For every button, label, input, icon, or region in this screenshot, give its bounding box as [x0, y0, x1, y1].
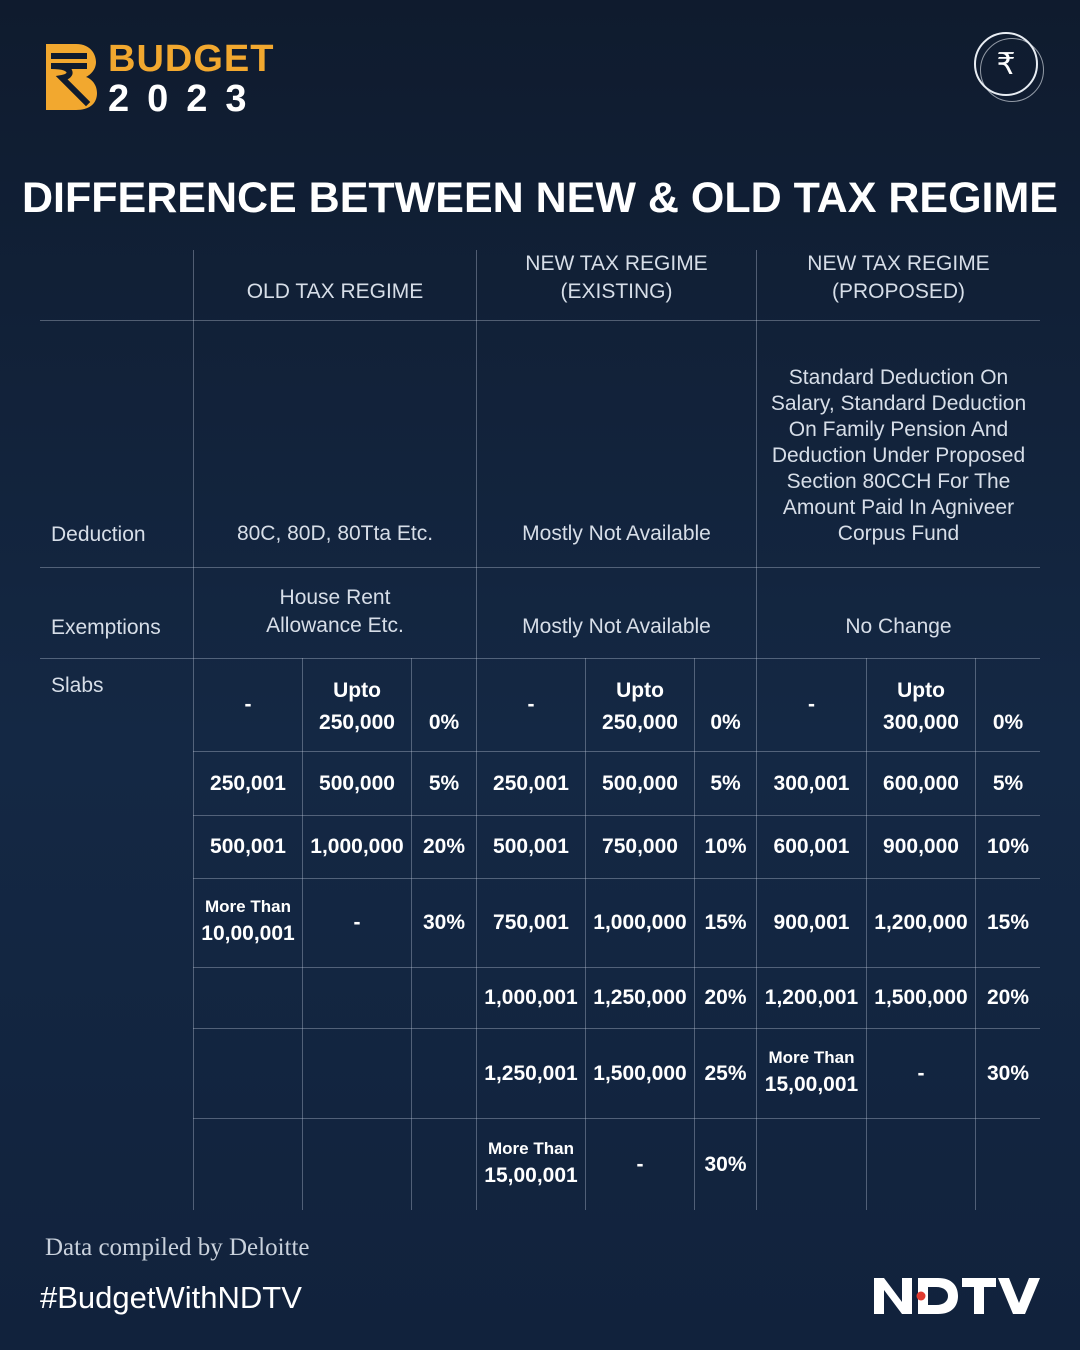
row-label-exemptions: Exemptions: [51, 616, 161, 639]
slab-old-rate: [412, 1029, 476, 1118]
slab-new-proposed-from: 900,001: [773, 911, 850, 934]
page-title: DIFFERENCE BETWEEN NEW & OLD TAX REGIME: [22, 174, 1058, 222]
slab-new-existing-rate: 10%: [704, 835, 747, 858]
slab-new-proposed-to: -: [917, 1061, 925, 1085]
slab-old-from: More Than 10,00,001: [194, 879, 302, 967]
column-header-old: OLD TAX REGIME: [246, 280, 424, 303]
slab-old-rate: 20%: [422, 835, 466, 858]
slab-new-proposed-rate: 5%: [992, 771, 1024, 795]
exemptions-old: House Rent Allowance Etc.: [266, 586, 404, 637]
slab-new-proposed-to: 1,200,000: [874, 911, 968, 934]
slab-old-from: 250,001: [210, 771, 286, 795]
slab-new-proposed-from: 1,200,001: [764, 986, 859, 1009]
slab-old-to: [303, 1029, 411, 1118]
slab-new-existing-from: More Than 15,00,001: [477, 1119, 585, 1210]
slab-new-existing-from: 250,001: [493, 771, 569, 795]
slab-old-rate: [412, 968, 476, 1028]
slab-new-existing-to: 1,500,000: [593, 1061, 687, 1085]
slab-new-proposed-to: 900,000: [883, 835, 959, 858]
slab-new-existing-from: 750,001: [493, 911, 569, 934]
slab-old-from: [194, 968, 302, 1028]
exemptions-new-proposed: No Change: [845, 615, 952, 638]
slab-new-proposed-rate: 20%: [986, 986, 1030, 1009]
deduction-new-proposed: Standard Deduction On Salary, Standard D…: [770, 366, 1027, 545]
budget-2023-logo: BUDGET 2023: [42, 38, 275, 118]
slab-new-existing-rate: 30%: [704, 1152, 747, 1176]
slab-new-proposed-from: 300,001: [773, 771, 850, 795]
logo-word: BUDGET: [108, 38, 275, 80]
slab-old-to: [303, 968, 411, 1028]
slab-old-rate: 0%: [428, 711, 460, 734]
slab-old-rate: [412, 1119, 476, 1210]
slab-new-existing-from: -: [527, 693, 535, 716]
more-than-label: More Than: [768, 1047, 855, 1067]
slab-new-proposed-from: [757, 1119, 866, 1210]
slab-old-to: 500,000: [319, 771, 395, 795]
logo-year: 2023: [108, 78, 265, 120]
slab-old-rate: 30%: [422, 911, 466, 934]
row-label-deduction: Deduction: [51, 523, 146, 546]
slab-old-to: -: [353, 911, 361, 934]
slab-new-existing-to: 750,000: [602, 835, 678, 858]
slab-new-existing-to: 500,000: [602, 771, 678, 795]
slab-new-existing-to: 1,000,000: [593, 911, 687, 934]
slab-old-from: 500,001: [210, 835, 286, 858]
column-header-new-existing: NEW TAX REGIME (EXISTING): [525, 252, 708, 303]
slab-new-existing-to: 1,250,000: [593, 986, 687, 1009]
slab-new-proposed-rate: 0%: [992, 711, 1024, 734]
slab-new-proposed-rate: 30%: [986, 1061, 1030, 1085]
amount-value: 15,00,001: [484, 1163, 578, 1187]
hashtag: #BudgetWithNDTV: [40, 1280, 302, 1315]
slab-new-proposed-rate: 15%: [986, 911, 1030, 934]
exemptions-new-existing: Mostly Not Available: [522, 615, 711, 638]
slab-new-existing-rate: 15%: [704, 911, 747, 934]
slab-old-rate: 5%: [428, 771, 460, 795]
slab-new-proposed-rate: [976, 1119, 1040, 1210]
slab-old-from: -: [244, 693, 252, 716]
deduction-old: 80C, 80D, 80Tta Etc.: [236, 522, 434, 545]
slab-new-existing-rate: 25%: [704, 1061, 747, 1085]
amount-value: 10,00,001: [201, 922, 295, 945]
ndtv-logo: [874, 1278, 1040, 1314]
rupee-icon: ₹: [974, 32, 1044, 102]
column-header-new-proposed: NEW TAX REGIME (PROPOSED): [807, 252, 990, 303]
slab-new-existing-rate: 5%: [710, 771, 741, 795]
tax-regime-table: OLD TAX REGIME NEW TAX REGIME (EXISTING)…: [40, 250, 1040, 1210]
slab-old-to: [303, 1119, 411, 1210]
slab-new-existing-rate: 0%: [710, 711, 741, 734]
slab-new-existing-to: -: [636, 1152, 644, 1176]
slab-new-existing-from: 1,250,001: [484, 1061, 578, 1085]
slab-new-proposed-from: -: [808, 693, 815, 716]
slab-old-to: Upto 250,000: [319, 679, 395, 734]
amount-value: 15,00,001: [764, 1072, 859, 1096]
rupee-b-mark-icon: [46, 44, 97, 110]
slab-old-from: [194, 1029, 302, 1118]
row-label-slabs: Slabs: [51, 674, 104, 697]
slab-old-to: 1,000,000: [310, 835, 404, 858]
slab-new-proposed-from: 600,001: [773, 835, 850, 858]
slab-new-existing-from: 1,000,001: [484, 986, 578, 1009]
slab-new-proposed-to: 600,000: [883, 771, 959, 795]
more-than-label: More Than: [205, 897, 291, 916]
slab-new-proposed-to: [867, 1119, 975, 1210]
slab-new-proposed-to: Upto 300,000: [883, 679, 959, 734]
slab-new-proposed-to: 1,500,000: [874, 986, 968, 1009]
slab-new-proposed-rate: 10%: [986, 835, 1030, 858]
slab-new-existing-from: 500,001: [493, 835, 569, 858]
slab-new-proposed-from: More Than 15,00,001: [757, 1029, 866, 1118]
slab-new-existing-to: Upto 250,000: [602, 679, 678, 734]
slab-old-from: [194, 1119, 302, 1210]
more-than-label: More Than: [488, 1138, 574, 1158]
data-source-note: Data compiled by Deloitte: [45, 1234, 310, 1261]
slab-new-existing-rate: 20%: [704, 986, 747, 1009]
deduction-new-existing: Mostly Not Available: [522, 522, 711, 545]
